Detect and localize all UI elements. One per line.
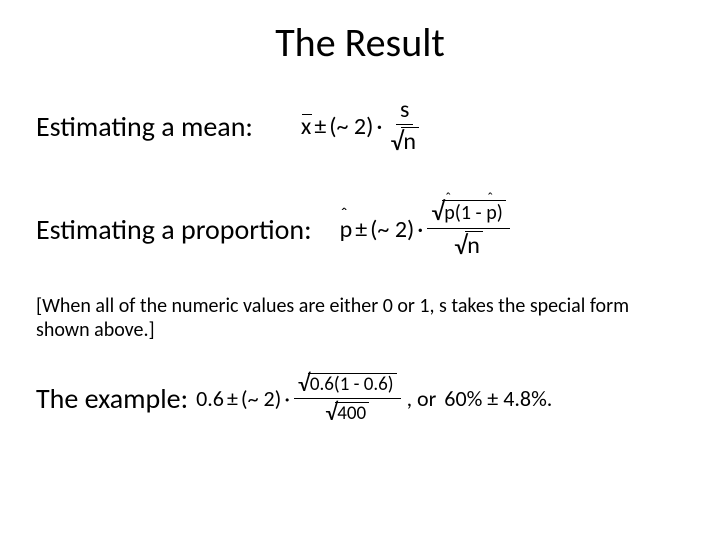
prop-fraction: √ p(1 - p) √ n: [427, 200, 509, 259]
cdot: ·: [281, 385, 294, 412]
cdot: ·: [414, 215, 427, 244]
sqrt: √ 400: [325, 402, 369, 425]
example-formula: 0.6 ± (~ 2) · √ 0.6(1 - 0.6) √ 400: [196, 372, 552, 425]
mean-denominator: √ n: [386, 125, 423, 155]
radicand: p(1 - p): [442, 200, 506, 224]
mean-label: Estimating a mean:: [36, 109, 253, 144]
plus-minus: ±: [224, 385, 241, 412]
mean-numerator: s: [396, 97, 413, 125]
phat-symbol: p: [444, 202, 455, 224]
prop-denominator: √ n: [450, 229, 487, 259]
note-text: [When all of the numeric values are eith…: [0, 295, 720, 342]
example-lhs: 0.6: [196, 385, 224, 412]
approx-two: (~ 2): [329, 112, 373, 141]
approx-two: (~ 2): [370, 215, 414, 244]
example-denominator: √ 400: [321, 399, 373, 425]
separator: , or: [401, 385, 445, 412]
phat-symbol: p: [486, 202, 497, 224]
sqrt: √ 0.6(1 - 0.6): [298, 373, 397, 396]
text: (1 -: [455, 201, 482, 225]
approx-two: (~ 2): [241, 385, 281, 412]
proportion-label: Estimating a proportion:: [36, 212, 312, 247]
example-row: The example: 0.6 ± (~ 2) · √ 0.6(1 - 0.6…: [0, 372, 720, 425]
example-numerator: √ 0.6(1 - 0.6): [294, 372, 401, 399]
proportion-row: Estimating a proportion: p ± (~ 2) · √ p…: [0, 200, 720, 259]
sqrt: √ p(1 - p): [431, 200, 505, 224]
slide: The Result Estimating a mean: x ± (~ 2) …: [0, 0, 720, 540]
cdot: ·: [373, 112, 386, 141]
mean-formula: x ± (~ 2) · s √ n: [301, 97, 423, 156]
radicand: 400: [335, 402, 369, 425]
prop-numerator: √ p(1 - p): [427, 200, 509, 229]
radicand: n: [401, 127, 419, 155]
text: ): [497, 201, 503, 225]
mean-fraction: s √ n: [386, 97, 423, 156]
example-result: 60% ± 4.8%.: [444, 385, 552, 412]
radicand: n: [465, 231, 483, 259]
phat-symbol: p: [340, 215, 353, 244]
proportion-formula: p ± (~ 2) · √ p(1 - p) √ n: [340, 200, 510, 259]
xbar-symbol: x: [301, 112, 311, 141]
plus-minus: ±: [352, 215, 370, 244]
example-fraction: √ 0.6(1 - 0.6) √ 400: [294, 372, 401, 425]
mean-row: Estimating a mean: x ± (~ 2) · s √ n: [0, 97, 720, 156]
sqrt: √ n: [454, 231, 483, 259]
sqrt: √ n: [390, 127, 419, 155]
slide-title: The Result: [0, 0, 720, 67]
example-label: The example:: [36, 381, 188, 416]
plus-minus: ±: [311, 112, 329, 141]
radicand: 0.6(1 - 0.6): [308, 373, 397, 396]
